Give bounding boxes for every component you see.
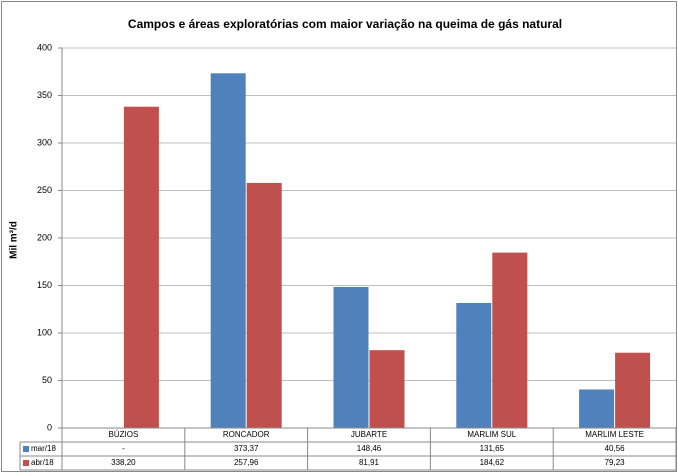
x-tick-label: BÚZIOS [109,430,139,439]
y-tick-label: 50 [42,375,52,385]
chart-title: Campos e áreas exploratórias com maior v… [128,17,562,31]
y-tick-label: 300 [37,137,52,147]
y-tick-label: 0 [47,422,52,432]
legend-swatch [23,460,29,466]
bar [333,286,369,428]
data-table-cell: 338,20 [111,458,136,467]
data-table-cell: 40,56 [605,444,626,453]
bar [492,252,528,428]
y-tick-label: 200 [37,232,52,242]
data-table-cell: 257,96 [234,458,259,467]
y-axis-label: Mil m³/d [9,221,20,259]
bar [246,182,282,428]
data-table-cell: 81,91 [359,458,380,467]
y-tick-label: 350 [37,90,52,100]
bar [579,389,615,428]
x-tick-label: JUBARTE [351,430,387,439]
data-table-cell: 131,65 [480,444,505,453]
bar [210,73,246,429]
data-table-cell: 79,23 [605,458,626,467]
y-tick-label: 100 [37,327,52,337]
x-tick-label: MARLIM LESTE [585,430,644,439]
legend-label: abr/18 [31,458,54,467]
legend-label: mar/18 [31,444,56,453]
data-table-cell: - [122,444,125,453]
data-table-cell: 148,46 [357,444,382,453]
legend-swatch [23,446,29,452]
y-tick-label: 250 [37,185,52,195]
y-tick-label: 150 [37,280,52,290]
bar [123,106,159,429]
bar [369,350,405,428]
x-tick-label: MARLIM SUL [467,430,516,439]
bar [615,352,651,428]
y-tick-label: 400 [37,42,52,52]
data-table-cell: 184,62 [480,458,505,467]
bar [456,302,492,428]
data-table-cell: 373,37 [234,444,259,453]
x-tick-label: RONCADOR [223,430,270,439]
